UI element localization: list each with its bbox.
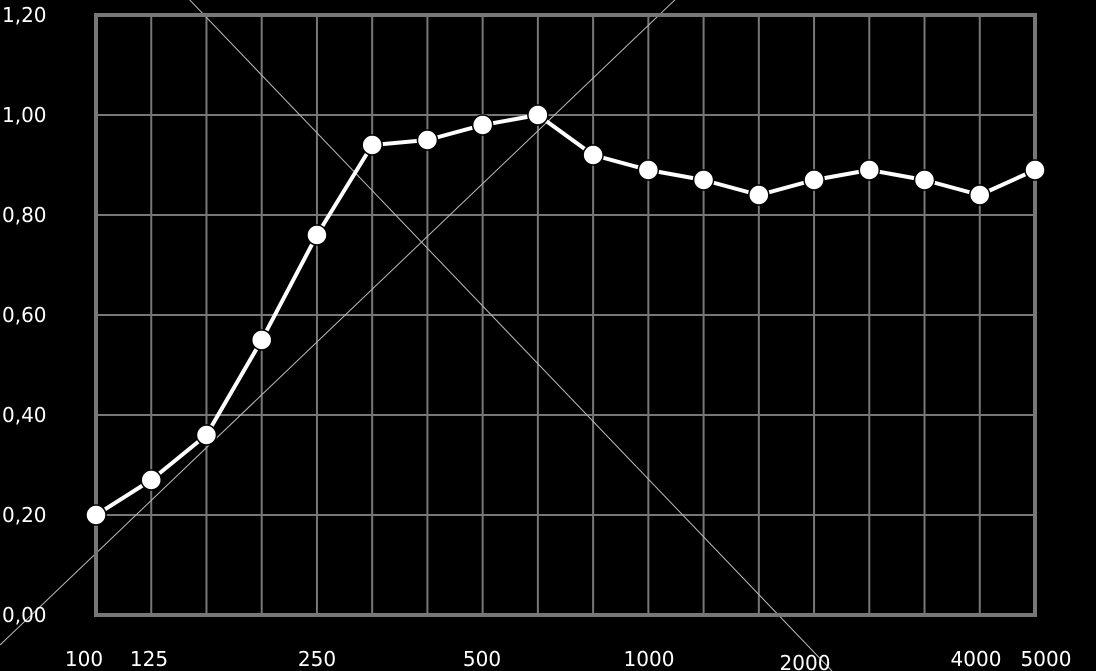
y-tick-label: 1,00	[2, 103, 47, 127]
data-point-marker	[416, 129, 439, 151]
data-point-marker	[969, 184, 991, 206]
diagonal-line-descending	[189, 0, 833, 671]
x-tick-label: 100	[65, 647, 103, 671]
y-tick-label: 0,20	[2, 503, 47, 527]
data-point-marker	[1024, 159, 1046, 181]
data-point-marker	[748, 184, 770, 206]
data-point-marker	[361, 134, 383, 156]
diagonal-line-ascending	[0, 0, 676, 646]
y-tick-label: 0,80	[2, 203, 47, 227]
x-tick-label: 2000	[780, 651, 831, 671]
x-tick-label: 1000	[624, 647, 675, 671]
data-point-marker	[471, 114, 494, 136]
data-point-marker	[913, 169, 936, 191]
data-point-marker	[85, 504, 107, 526]
data-point-marker	[803, 169, 825, 191]
y-tick-label: 0,00	[2, 603, 47, 627]
x-tick-label: 5000	[1021, 647, 1072, 671]
data-point-marker	[306, 224, 328, 246]
x-tick-label: 4000	[951, 647, 1002, 671]
data-point-marker	[527, 104, 549, 126]
data-point-marker	[195, 424, 218, 446]
data-point-marker	[858, 159, 881, 181]
y-tick-label: 0,40	[2, 403, 47, 427]
data-point-marker	[250, 329, 273, 351]
data-point-marker	[692, 169, 715, 191]
plot-border	[94, 13, 1037, 617]
y-axis-ticks: 0,00 0,20 0,40 0,60 0,80 1,00 1,20	[2, 3, 47, 627]
plot-frame	[94, 13, 1037, 617]
y-tick-label: 1,20	[2, 3, 47, 27]
x-tick-label: 125	[130, 647, 168, 671]
data-point-marker	[582, 144, 604, 166]
data-point-marker	[140, 469, 162, 491]
series-layer	[85, 104, 1046, 526]
y-tick-label: 0,60	[2, 303, 47, 327]
diagonal-overlay-lines	[0, 0, 833, 671]
data-point-marker	[637, 159, 660, 181]
x-axis-ticks: 100 125 250 500 1000 2000 4000 5000	[65, 647, 1072, 671]
x-tick-label: 250	[298, 647, 336, 671]
x-tick-label: 500	[463, 647, 501, 671]
